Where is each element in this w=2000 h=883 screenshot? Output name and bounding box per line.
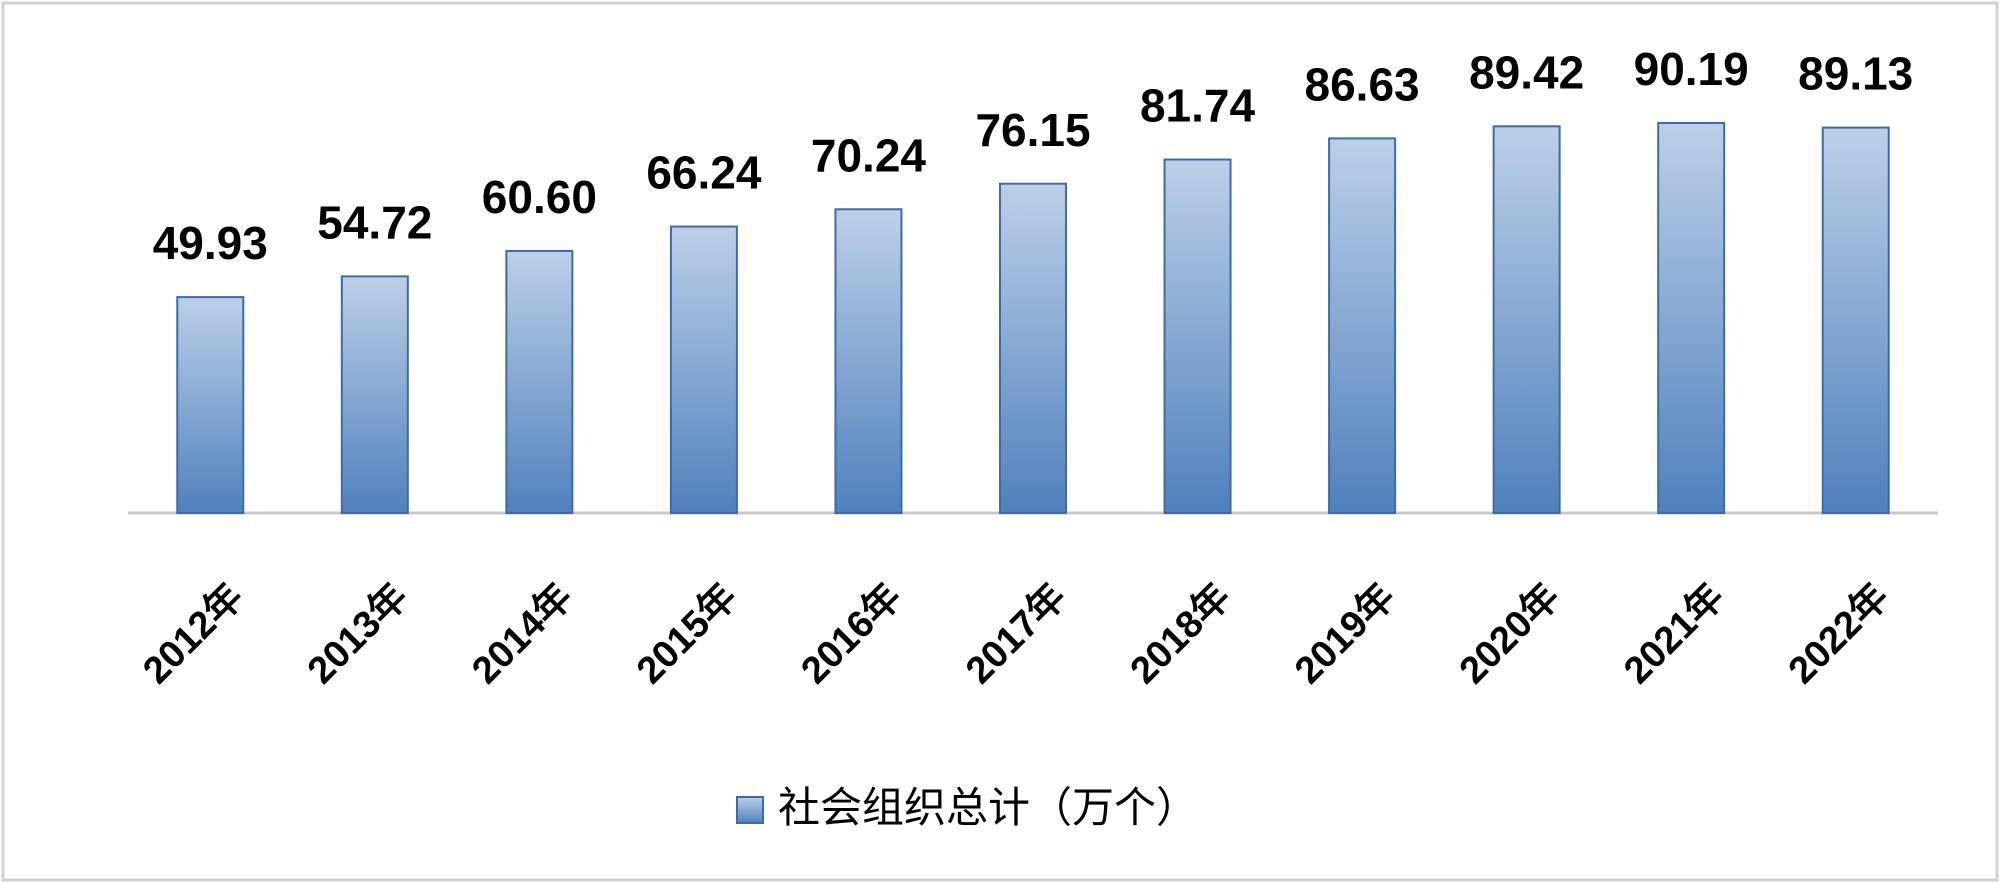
bar bbox=[340, 275, 409, 515]
bar bbox=[176, 296, 245, 514]
data-label: 76.15 bbox=[975, 104, 1090, 156]
data-label: 70.24 bbox=[811, 129, 927, 181]
legend-swatch bbox=[736, 796, 764, 824]
legend-label: 社会组织总计（万个） bbox=[778, 784, 1198, 831]
bar bbox=[1492, 125, 1561, 514]
bar bbox=[1821, 126, 1890, 515]
data-label: 60.60 bbox=[482, 171, 597, 223]
data-label: 89.13 bbox=[1798, 48, 1913, 100]
bar bbox=[505, 249, 574, 514]
bar bbox=[1657, 122, 1726, 514]
data-label: 89.42 bbox=[1469, 46, 1584, 98]
data-label: 86.63 bbox=[1305, 59, 1420, 111]
bar bbox=[1163, 158, 1232, 514]
bar bbox=[834, 208, 903, 514]
data-label: 90.19 bbox=[1634, 43, 1749, 95]
data-label: 49.93 bbox=[153, 217, 268, 269]
data-label: 54.72 bbox=[317, 197, 432, 249]
data-label: 81.74 bbox=[1140, 80, 1256, 132]
bar bbox=[999, 182, 1067, 515]
data-label: 66.24 bbox=[646, 147, 762, 199]
bar bbox=[669, 225, 738, 514]
bar bbox=[1328, 137, 1397, 514]
